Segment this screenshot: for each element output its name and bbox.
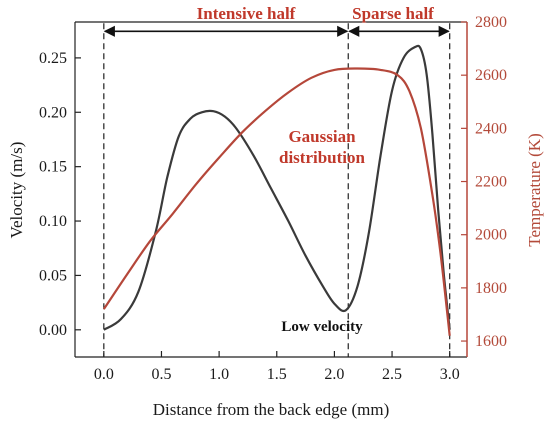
y-left-tick-label: 0.10 <box>39 213 67 230</box>
velocity-line <box>103 44 451 331</box>
left-y-axis-title: Velocity (m/s) <box>7 142 26 239</box>
y-right-tick-label: 2400 <box>475 120 507 137</box>
y-right-tick-label: 1800 <box>475 280 507 297</box>
x-tick-label: 0.5 <box>151 366 171 383</box>
sparse-half-label: Sparse half <box>352 4 434 23</box>
y-left-tick-label: 0.05 <box>39 267 67 284</box>
x-tick-label: 1.5 <box>267 366 287 383</box>
x-tick-label: 1.0 <box>209 366 229 383</box>
x-tick-label: 3.0 <box>440 366 460 383</box>
gaussian-label-line2: distribution <box>279 148 366 167</box>
gaussian-label-line1: Gaussian <box>288 127 356 146</box>
x-tick-label: 2.5 <box>382 366 402 383</box>
y-right-tick-label: 1600 <box>475 333 507 350</box>
x-tick-label: 0.0 <box>94 366 114 383</box>
x-tick-label: 2.0 <box>324 366 344 383</box>
y-left-tick-label: 0.25 <box>39 50 67 67</box>
y-left-tick-label: 0.15 <box>39 159 67 176</box>
low-velocity-label: Low velocity <box>281 319 363 335</box>
right-y-axis-title: Temperature (K) <box>525 133 544 247</box>
temperature-line <box>102 67 451 336</box>
y-right-tick-label: 2000 <box>475 227 507 244</box>
y-right-tick-label: 2200 <box>475 174 507 191</box>
y-left-tick-label: 0.00 <box>39 322 67 339</box>
y-left-tick-label: 0.20 <box>39 104 67 121</box>
y-right-tick-label: 2800 <box>475 14 507 31</box>
x-axis-title: Distance from the back edge (mm) <box>153 400 390 419</box>
y-right-tick-label: 2600 <box>475 67 507 84</box>
intensive-half-label: Intensive half <box>197 4 296 23</box>
